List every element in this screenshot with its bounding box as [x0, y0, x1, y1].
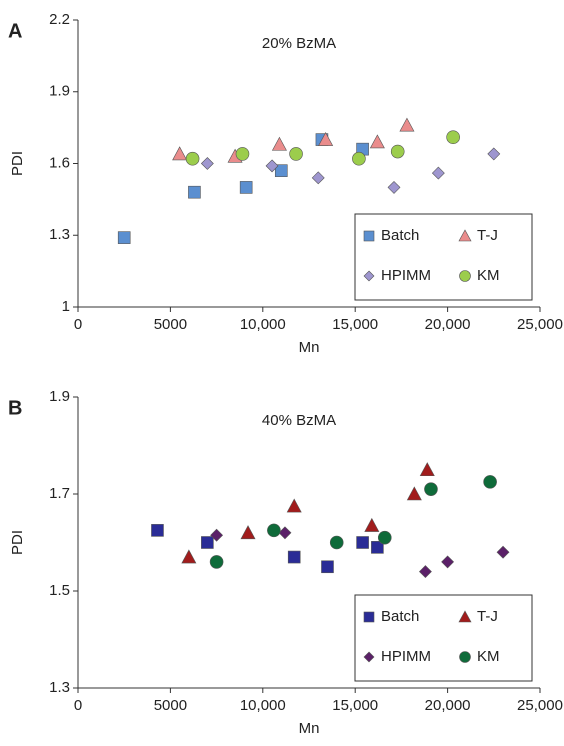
- data-point: [185, 151, 200, 166]
- data-point: [200, 157, 214, 170]
- panel-label: A: [8, 20, 22, 42]
- chart-title: 20% BzMA: [262, 35, 336, 52]
- data-point: [487, 147, 501, 161]
- data-point: [496, 545, 510, 559]
- x-tick-label: 0: [74, 697, 82, 714]
- data-point: [321, 560, 334, 574]
- data-point: [210, 528, 224, 542]
- x-tick-label: 25,000: [517, 697, 563, 714]
- data-point: [352, 151, 366, 166]
- data-point: [369, 134, 385, 149]
- data-point: [287, 550, 301, 564]
- y-tick-label: 1.5: [49, 582, 70, 599]
- panel-label: B: [8, 397, 22, 419]
- x-tick-label: 25,000: [517, 316, 563, 333]
- legend-swatch: [363, 611, 375, 623]
- data-point: [441, 555, 455, 569]
- data-point: [151, 524, 164, 537]
- data-point: [424, 482, 438, 496]
- data-point: [406, 486, 422, 501]
- data-point: [201, 536, 214, 549]
- data-point: [419, 462, 435, 477]
- data-point: [311, 171, 325, 185]
- legend-swatch: [458, 610, 472, 623]
- data-point: [188, 185, 201, 199]
- data-point: [117, 231, 131, 244]
- y-tick-label: 1.9: [49, 388, 70, 405]
- data-point: [286, 498, 302, 513]
- legend-label: HPIMM: [381, 267, 431, 284]
- legend-label: T-J: [477, 608, 498, 625]
- y-axis-label: PDI: [9, 151, 26, 176]
- x-tick-label: 20,000: [425, 697, 471, 714]
- data-point: [235, 147, 250, 161]
- legend-swatch: [363, 230, 375, 242]
- data-point: [446, 130, 460, 144]
- legend-swatch: [363, 651, 375, 663]
- legend-label: KM: [477, 267, 500, 284]
- x-tick-label: 10,000: [240, 316, 286, 333]
- data-point: [390, 144, 405, 159]
- data-point: [371, 541, 384, 554]
- data-point: [278, 526, 292, 540]
- x-tick-label: 15,000: [332, 316, 378, 333]
- data-point: [289, 147, 303, 161]
- y-tick-label: 1.3: [49, 226, 70, 243]
- y-tick-label: 2.2: [49, 11, 70, 28]
- legend-swatch: [363, 270, 375, 282]
- data-point: [267, 523, 281, 538]
- data-point: [377, 530, 392, 545]
- x-axis-label: Mn: [299, 720, 320, 737]
- y-tick-label: 1.6: [49, 154, 70, 171]
- y-tick-label: 1.9: [49, 83, 70, 100]
- data-point: [271, 136, 287, 151]
- x-tick-label: 0: [74, 316, 82, 333]
- data-point: [318, 131, 334, 146]
- data-point: [239, 181, 253, 194]
- data-point: [356, 536, 369, 549]
- legend-label: HPIMM: [381, 648, 431, 665]
- x-tick-label: 10,000: [240, 697, 286, 714]
- data-point: [265, 159, 279, 173]
- data-point: [329, 535, 344, 550]
- legend-label: Batch: [381, 608, 419, 625]
- data-point: [483, 475, 497, 489]
- data-point: [181, 549, 197, 564]
- chart-title: 40% BzMA: [262, 412, 336, 429]
- legend-swatch: [458, 229, 472, 242]
- legend-box: [354, 594, 533, 682]
- legend-label: Batch: [381, 227, 419, 244]
- y-tick-label: 1.7: [49, 485, 70, 502]
- legend-swatch: [459, 270, 471, 282]
- y-tick-label: 1: [62, 298, 70, 315]
- data-point: [364, 517, 380, 532]
- data-point: [399, 117, 415, 132]
- data-point: [240, 525, 256, 540]
- legend-swatch: [459, 651, 471, 663]
- data-point: [172, 146, 188, 161]
- legend-label: T-J: [477, 227, 498, 244]
- data-point: [209, 555, 224, 569]
- x-tick-label: 20,000: [425, 316, 471, 333]
- data-point: [431, 166, 445, 180]
- data-point: [274, 164, 288, 177]
- data-point: [387, 180, 401, 194]
- x-tick-label: 5000: [154, 316, 187, 333]
- legend-label: KM: [477, 648, 500, 665]
- data-point: [418, 565, 432, 579]
- x-axis-label: Mn: [299, 339, 320, 356]
- y-tick-label: 1.3: [49, 679, 70, 696]
- legend-box: [354, 213, 533, 301]
- x-tick-label: 5000: [154, 697, 187, 714]
- y-axis-label: PDI: [9, 530, 26, 555]
- x-tick-label: 15,000: [332, 697, 378, 714]
